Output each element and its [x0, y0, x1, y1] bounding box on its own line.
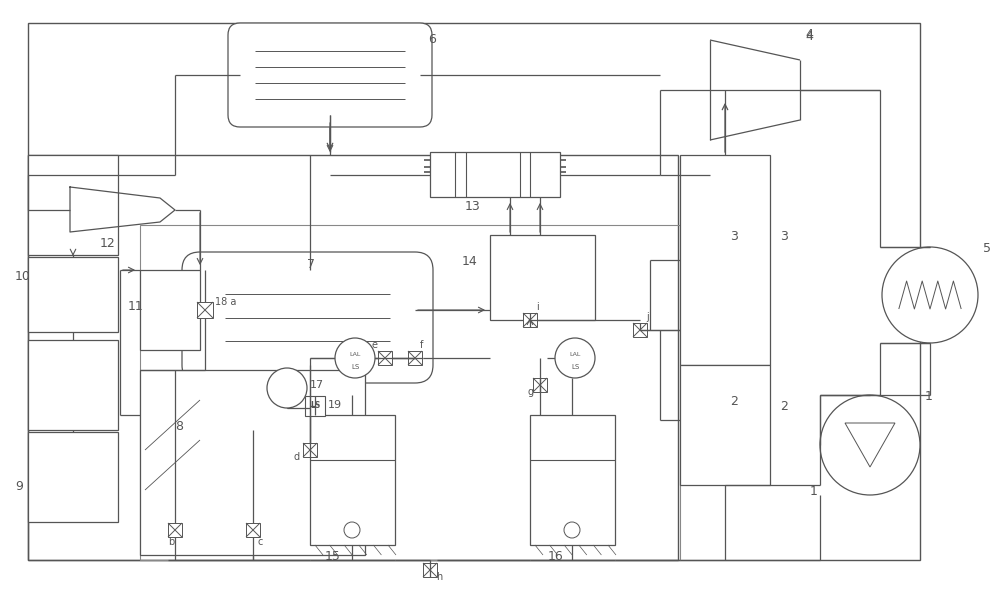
Text: 6: 6	[428, 33, 436, 46]
Bar	[168, 523, 182, 537]
Text: i: i	[536, 302, 539, 312]
Circle shape	[820, 395, 920, 495]
Text: 14: 14	[462, 255, 478, 268]
Text: 4: 4	[805, 30, 813, 43]
Text: 10: 10	[15, 270, 31, 283]
Text: 2: 2	[780, 400, 788, 413]
Circle shape	[564, 522, 580, 538]
Bar	[246, 523, 260, 537]
Text: 16: 16	[548, 550, 564, 563]
Bar	[423, 563, 437, 577]
Text: 11: 11	[128, 300, 144, 313]
Text: 18 a: 18 a	[215, 297, 236, 307]
Bar	[140, 270, 200, 350]
Bar	[523, 313, 537, 327]
Bar	[633, 323, 647, 337]
Bar	[140, 370, 365, 555]
Text: 12: 12	[100, 237, 116, 250]
Text: 1: 1	[925, 390, 933, 403]
Bar	[680, 365, 770, 485]
Bar	[28, 340, 118, 430]
Text: 19: 19	[328, 400, 342, 410]
Text: h: h	[436, 572, 442, 582]
Bar	[28, 257, 118, 332]
Bar	[305, 396, 325, 416]
Circle shape	[267, 368, 307, 408]
FancyBboxPatch shape	[182, 252, 433, 383]
Text: LS: LS	[310, 401, 320, 410]
Text: LS: LS	[351, 364, 359, 370]
Bar	[28, 155, 118, 255]
Circle shape	[344, 522, 360, 538]
Bar	[490, 235, 595, 320]
Text: LAL: LAL	[569, 352, 581, 358]
Bar	[408, 351, 422, 365]
Bar	[533, 378, 547, 392]
Text: c: c	[258, 537, 263, 547]
FancyBboxPatch shape	[228, 23, 432, 127]
Text: e: e	[372, 340, 378, 350]
Bar	[197, 302, 213, 318]
Bar	[530, 415, 615, 545]
Bar	[28, 23, 920, 560]
Text: 17: 17	[310, 380, 324, 390]
Text: 4: 4	[805, 28, 813, 41]
Bar	[430, 152, 560, 197]
Bar	[140, 225, 680, 560]
Text: 8: 8	[175, 420, 183, 433]
Bar	[28, 432, 118, 522]
Text: LS: LS	[571, 364, 579, 370]
Text: LAL: LAL	[349, 352, 361, 358]
Text: d: d	[294, 452, 300, 462]
Text: 7: 7	[307, 258, 315, 271]
Text: 13: 13	[465, 200, 481, 213]
Bar	[680, 155, 770, 365]
Text: 1: 1	[810, 485, 818, 498]
Bar	[378, 351, 392, 365]
Text: f: f	[420, 340, 423, 350]
Text: 3: 3	[730, 230, 738, 243]
Bar	[28, 155, 678, 560]
Text: 2: 2	[730, 395, 738, 408]
Polygon shape	[70, 187, 175, 232]
Circle shape	[335, 338, 375, 378]
Text: 5: 5	[983, 242, 991, 255]
Text: j: j	[646, 312, 649, 322]
Text: 9: 9	[15, 480, 23, 493]
Polygon shape	[845, 423, 895, 467]
Circle shape	[555, 338, 595, 378]
Text: 3: 3	[780, 230, 788, 243]
Bar	[303, 443, 317, 457]
Text: g: g	[527, 387, 533, 397]
Circle shape	[882, 247, 978, 343]
Text: b: b	[168, 537, 174, 547]
Text: 15: 15	[325, 550, 341, 563]
Bar	[310, 415, 395, 545]
